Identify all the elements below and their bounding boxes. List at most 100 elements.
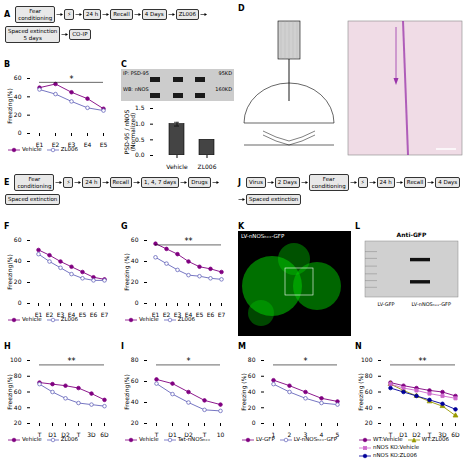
svg-text:60: 60 xyxy=(365,388,373,395)
svg-text:3D: 3D xyxy=(87,431,96,438)
html-text:B: B xyxy=(4,60,11,69)
svg-text:Freezing(%): Freezing(%) xyxy=(123,374,131,410)
svg-text:10: 10 xyxy=(217,431,225,438)
svg-text:E7: E7 xyxy=(101,311,109,318)
svg-text:E1: E1 xyxy=(35,140,44,148)
svg-text:40: 40 xyxy=(248,388,256,395)
html-text:24 h: 24 h xyxy=(85,179,98,186)
html-text:Virus: Virus xyxy=(249,179,263,186)
svg-text:D1: D1 xyxy=(399,430,408,438)
svg-text:0: 0 xyxy=(135,299,139,306)
svg-text:E6: E6 xyxy=(90,311,98,318)
svg-text:*: * xyxy=(70,75,74,84)
svg-text:**: ** xyxy=(185,237,193,246)
svg-text:E1: E1 xyxy=(34,310,43,318)
html-text:M: M xyxy=(238,342,246,351)
svg-text:E5: E5 xyxy=(79,311,87,318)
svg-text:PSD-95 / nNOS(Normalized): PSD-95 / nNOS(Normalized) xyxy=(123,110,136,155)
html-text:Spaced extinction 5 days: Spaced extinction 5 days xyxy=(8,28,58,41)
svg-text:D2: D2 xyxy=(184,430,193,438)
svg-text:3D: 3D xyxy=(438,430,447,438)
html-text:ZL006: ZL006 xyxy=(178,11,196,18)
svg-text:20: 20 xyxy=(14,419,22,426)
svg-text:E2: E2 xyxy=(46,311,54,318)
svg-text:E7: E7 xyxy=(218,311,226,318)
svg-text:**: ** xyxy=(419,357,427,366)
svg-text:1.5: 1.5 xyxy=(135,104,145,111)
svg-text:E3: E3 xyxy=(67,140,76,148)
svg-text:20: 20 xyxy=(131,278,139,285)
html-text:E3 E4: E3 E4 xyxy=(173,310,193,318)
svg-text:0.0: 0.0 xyxy=(135,151,145,158)
svg-text:40: 40 xyxy=(14,93,22,100)
svg-text:40: 40 xyxy=(131,398,139,405)
svg-text:Freezing(%): Freezing(%) xyxy=(6,88,14,124)
svg-text:Freezing(%): Freezing(%) xyxy=(6,254,14,290)
html-text:Recall: Recall xyxy=(112,179,129,186)
svg-text:E5: E5 xyxy=(100,141,108,148)
svg-text:60: 60 xyxy=(248,372,256,379)
svg-text:*: * xyxy=(187,357,191,366)
svg-text:60: 60 xyxy=(14,388,22,395)
html-text:1, 4, 7 days: 1, 4, 7 days xyxy=(143,179,177,186)
svg-text:D2: D2 xyxy=(61,430,70,438)
svg-text:**: ** xyxy=(68,357,76,366)
html-text:Drugs: Drugs xyxy=(191,179,208,186)
svg-text:20: 20 xyxy=(365,419,373,426)
svg-text:D1: D1 xyxy=(168,431,177,438)
svg-text:20: 20 xyxy=(14,278,22,285)
html-text:Fear conditioning: Fear conditioning xyxy=(18,8,53,21)
svg-text:80: 80 xyxy=(131,356,139,363)
svg-text:40: 40 xyxy=(365,404,373,411)
svg-text:6D: 6D xyxy=(451,431,460,438)
svg-text:60: 60 xyxy=(131,236,139,243)
svg-text:2: 2 xyxy=(288,431,292,438)
svg-text:40: 40 xyxy=(131,257,139,264)
svg-text:60: 60 xyxy=(14,236,22,243)
html-text:A: A xyxy=(4,10,11,19)
html-text:Fear conditioning: Fear conditioning xyxy=(17,176,52,189)
svg-text:E2: E2 xyxy=(163,311,171,318)
svg-text:Freezing (%): Freezing (%) xyxy=(240,373,248,410)
svg-text:80: 80 xyxy=(14,372,22,379)
svg-text:0: 0 xyxy=(252,419,256,426)
svg-text:60: 60 xyxy=(131,377,139,384)
svg-text:Freezing (%): Freezing (%) xyxy=(123,253,131,290)
svg-text:E6: E6 xyxy=(207,311,215,318)
svg-text:20: 20 xyxy=(14,111,22,118)
svg-text:D2: D2 xyxy=(412,431,421,438)
svg-text:20: 20 xyxy=(131,419,139,426)
svg-text:1.0: 1.0 xyxy=(135,120,145,127)
svg-text:0: 0 xyxy=(18,129,22,136)
svg-text:*: * xyxy=(304,357,308,366)
svg-text:80: 80 xyxy=(248,356,256,363)
svg-text:D1: D1 xyxy=(48,431,57,438)
svg-text:20: 20 xyxy=(248,404,256,411)
svg-text:60: 60 xyxy=(14,74,22,81)
svg-text:Vehicle: Vehicle xyxy=(166,163,188,170)
svg-text:100: 100 xyxy=(10,356,22,363)
svg-text:E2: E2 xyxy=(52,141,60,148)
svg-text:E1: E1 xyxy=(151,310,160,318)
svg-text:40: 40 xyxy=(14,404,22,411)
svg-text:6D: 6D xyxy=(100,431,109,438)
svg-text:40: 40 xyxy=(14,257,22,264)
html-text:24 h: 24 h xyxy=(86,11,99,18)
svg-text:100: 100 xyxy=(361,356,373,363)
svg-text:Freezing (%): Freezing (%) xyxy=(357,373,365,410)
svg-text:80: 80 xyxy=(365,372,373,379)
svg-text:0.5: 0.5 xyxy=(135,136,145,143)
html-text:4 Days: 4 Days xyxy=(144,11,164,18)
html-text:2 Days: 2 Days xyxy=(277,179,297,186)
html-text:Recall: Recall xyxy=(113,11,130,18)
html-text:CO-IP: CO-IP xyxy=(72,31,88,38)
svg-text:0: 0 xyxy=(18,299,22,306)
svg-text:E4: E4 xyxy=(84,141,92,148)
html-text:E3 E4: E3 E4 xyxy=(56,310,76,318)
svg-text:E5: E5 xyxy=(196,311,204,318)
svg-text:ZL006: ZL006 xyxy=(198,163,217,170)
svg-text:Freezing(%): Freezing(%) xyxy=(6,374,14,410)
html-text:Fear conditioning: Fear conditioning xyxy=(311,176,346,189)
svg-text:LV-nNOSₕₓₓ-GFP: LV-nNOSₕₓₓ-GFP xyxy=(241,233,285,239)
html-text:D: D xyxy=(238,4,245,13)
